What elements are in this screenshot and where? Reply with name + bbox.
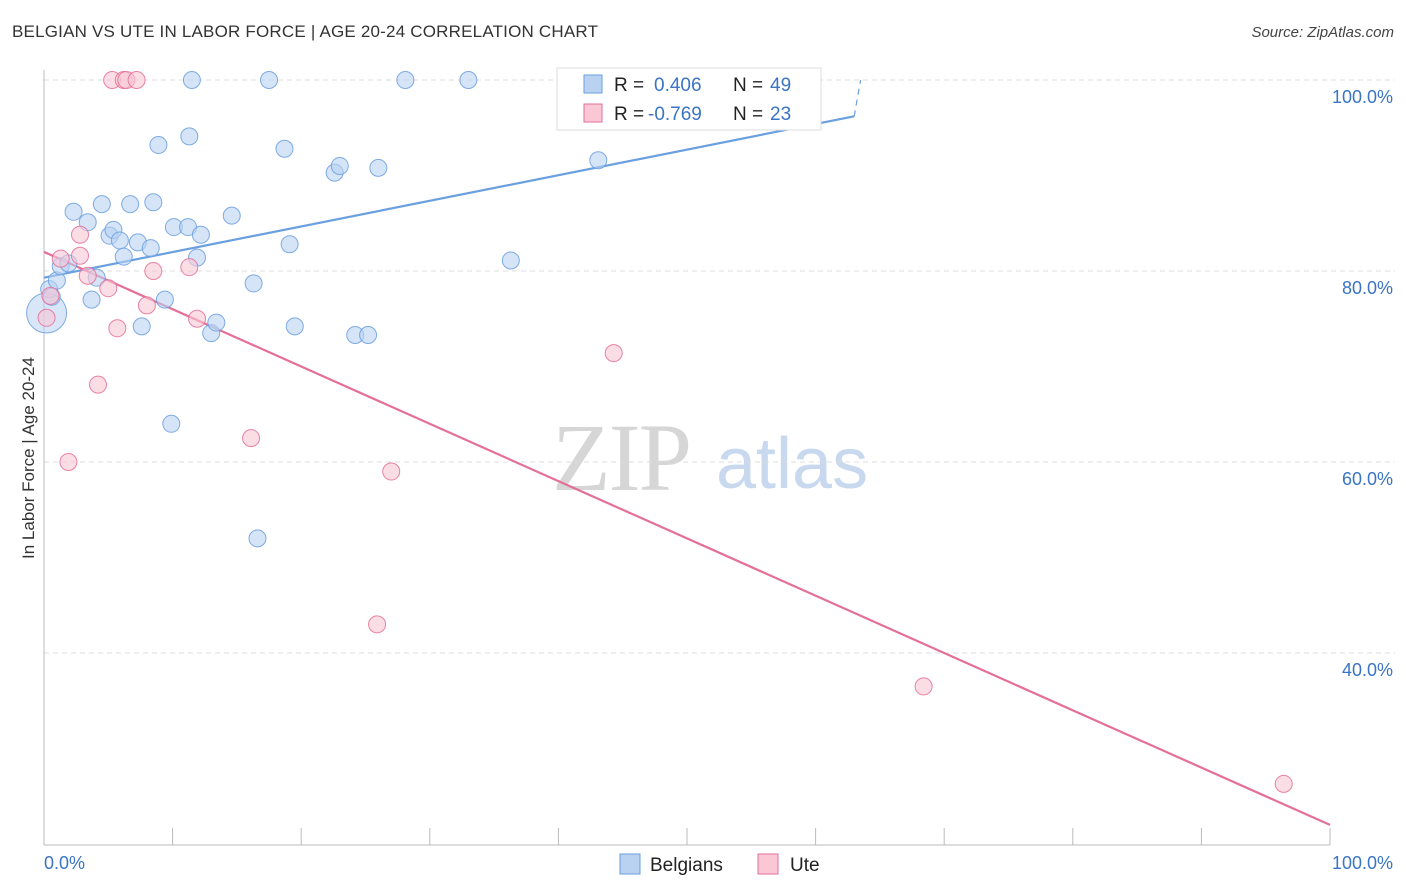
point-belgians <box>110 231 129 250</box>
point-ute <box>78 266 97 285</box>
legend-swatch-belgians <box>583 74 603 94</box>
watermark-zip: ZIP <box>552 404 690 511</box>
watermark-atlas: atlas <box>716 424 868 504</box>
legend-n-value-ute: 23 <box>770 104 791 125</box>
legend-r-label-ute: R = <box>614 104 644 125</box>
point-ute <box>604 344 623 363</box>
point-belgians <box>82 290 101 309</box>
point-belgians <box>248 529 267 548</box>
point-ute <box>71 225 90 244</box>
point-belgians <box>359 325 378 344</box>
legend-swatch-ute <box>583 103 603 123</box>
point-belgians <box>149 135 168 154</box>
point-belgians <box>182 71 201 89</box>
y-tick-label: 60.0% <box>1342 469 1393 489</box>
bottom-legend-swatch-ute <box>757 853 779 875</box>
y-tick-label: 40.0% <box>1342 660 1393 680</box>
chart-title: BELGIAN VS UTE IN LABOR FORCE | AGE 20-2… <box>12 22 599 41</box>
x-axis-ticks <box>172 828 1331 845</box>
y-tick-label: 100.0% <box>1332 87 1393 107</box>
data-points <box>26 71 1293 793</box>
point-ute <box>127 71 146 89</box>
point-ute <box>368 615 387 634</box>
point-ute <box>382 462 401 481</box>
point-belgians <box>280 235 299 254</box>
point-ute <box>59 453 78 471</box>
point-ute <box>99 279 118 298</box>
point-belgians <box>459 71 478 89</box>
point-ute <box>41 286 60 305</box>
point-ute <box>1274 774 1293 793</box>
gridlines <box>44 79 1395 654</box>
series-legend: Belgians Ute <box>619 853 820 876</box>
bottom-legend-label-ute: Ute <box>790 855 820 876</box>
bottom-legend-swatch-belgians <box>619 853 641 875</box>
point-ute <box>89 375 108 394</box>
trend-line-ute <box>43 250 1331 826</box>
point-ute <box>137 296 156 315</box>
point-belgians <box>275 139 294 158</box>
legend-r-value-belgians: 0.406 <box>654 75 702 96</box>
legend-n-label-ute: N = <box>733 104 763 125</box>
x-tick-labels: 0.0% 100.0% <box>44 853 1393 873</box>
point-belgians <box>501 251 520 270</box>
trend-line-belgians <box>43 115 855 279</box>
point-belgians <box>369 158 388 177</box>
point-belgians <box>222 206 241 225</box>
point-ute <box>144 262 163 280</box>
point-ute <box>51 249 70 268</box>
legend-n-label-belgians: N = <box>733 75 763 96</box>
point-belgians <box>396 71 415 89</box>
point-belgians <box>162 414 181 433</box>
point-belgians <box>92 195 111 214</box>
point-belgians <box>180 127 199 146</box>
y-tick-label: 80.0% <box>1342 278 1393 298</box>
legend-r-value-ute: -0.769 <box>648 104 702 125</box>
x-tick-label-min: 0.0% <box>44 853 85 873</box>
point-belgians <box>64 202 83 221</box>
point-belgians <box>244 274 263 293</box>
point-ute <box>188 309 207 328</box>
watermark: ZIP atlas <box>552 404 868 511</box>
trend-line-extension-belgians <box>853 79 862 117</box>
point-belgians <box>330 156 349 175</box>
y-axis-label: In Labor Force | Age 20-24 <box>19 357 38 559</box>
point-ute <box>914 677 933 696</box>
point-belgians <box>207 313 226 332</box>
point-belgians <box>114 247 133 266</box>
point-ute <box>242 429 261 448</box>
point-belgians <box>132 317 151 336</box>
legend-n-value-belgians: 49 <box>770 75 791 96</box>
x-tick-label-max: 100.0% <box>1332 853 1393 873</box>
point-ute <box>37 308 56 327</box>
trend-lines <box>43 79 1331 826</box>
point-belgians <box>141 239 160 258</box>
legend-r-label-belgians: R = <box>614 75 644 96</box>
point-belgians <box>155 290 174 309</box>
point-belgians <box>285 317 304 336</box>
point-belgians <box>144 193 163 212</box>
stats-legend: R = 0.406 N = 49 R = -0.769 N = 23 <box>556 67 822 131</box>
point-belgians <box>589 151 608 170</box>
point-ute <box>108 319 127 338</box>
point-belgians <box>121 195 140 214</box>
source-credit: Source: ZipAtlas.com <box>1251 24 1394 41</box>
point-belgians <box>191 225 210 244</box>
point-ute <box>180 258 199 277</box>
bottom-legend-label-belgians: Belgians <box>650 855 723 876</box>
point-ute <box>71 246 90 265</box>
point-belgians <box>260 71 279 89</box>
y-tick-labels: 40.0% 60.0% 80.0% 100.0% <box>1332 87 1393 680</box>
